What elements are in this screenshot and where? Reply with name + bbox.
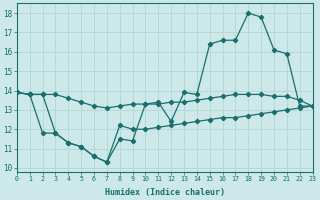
X-axis label: Humidex (Indice chaleur): Humidex (Indice chaleur) [105, 188, 225, 197]
